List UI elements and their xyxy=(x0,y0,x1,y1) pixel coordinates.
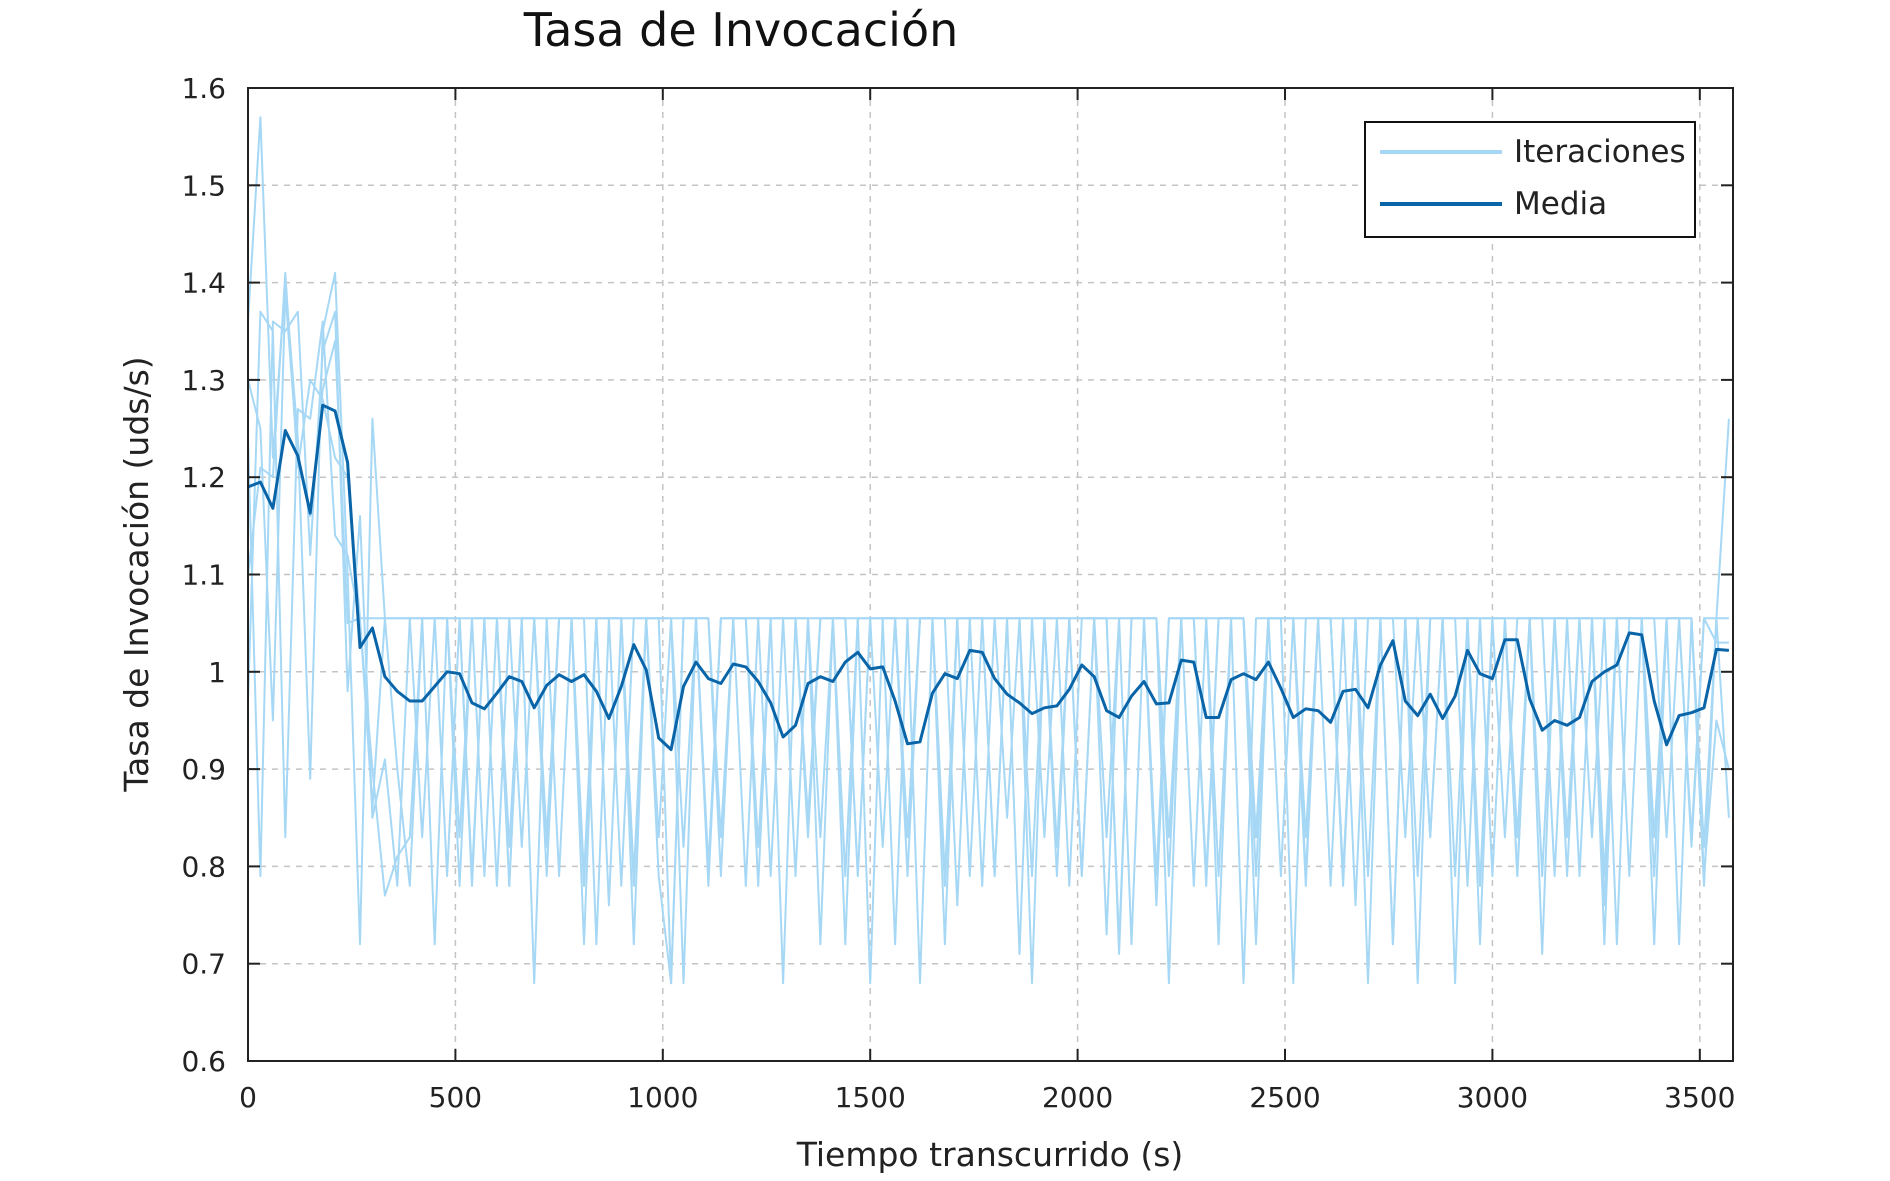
x-tick-label: 3000 xyxy=(1457,1081,1528,1114)
y-tick-label: 1.2 xyxy=(181,461,226,494)
y-axis-label: Tasa de Invocación (uds/s) xyxy=(117,356,156,792)
legend: Iteraciones Media xyxy=(1364,121,1696,238)
x-tick-labels: 0 500 1000 1500 2000 2500 3000 3500 xyxy=(239,1081,1735,1114)
y-tick-label: 1 xyxy=(208,656,226,689)
iteration-line-4 xyxy=(247,271,1729,985)
legend-box xyxy=(1364,121,1696,238)
x-axis-label: Tiempo transcurrido (s) xyxy=(796,1135,1184,1174)
y-tick-label: 0.9 xyxy=(181,753,226,786)
x-tick-label: 2500 xyxy=(1249,1081,1320,1114)
y-tick-label: 1.1 xyxy=(181,559,226,592)
y-tick-labels: 0.6 0.7 0.8 0.9 1 1.1 1.2 1.3 1.4 1.5 1.6 xyxy=(181,72,226,1078)
x-tick-label: 3500 xyxy=(1664,1081,1735,1114)
legend-mean-label: Media xyxy=(1514,186,1607,222)
x-tick-label: 500 xyxy=(429,1081,482,1114)
x-tick-label: 1000 xyxy=(627,1081,698,1114)
y-tick-label: 0.8 xyxy=(181,850,226,883)
y-tick-label: 1.6 xyxy=(181,72,226,105)
y-tick-label: 0.7 xyxy=(181,948,226,981)
mean-series-group xyxy=(247,403,1730,752)
chart-title: Tasa de Invocación xyxy=(523,3,959,57)
y-tick-label: 0.6 xyxy=(181,1045,226,1078)
y-tick-label: 1.4 xyxy=(181,267,226,300)
mean-line xyxy=(247,403,1730,752)
axis-ticks xyxy=(247,87,1733,1062)
x-tick-label: 2000 xyxy=(1042,1081,1113,1114)
iteration-series-group xyxy=(247,116,1730,985)
x-tick-label: 1500 xyxy=(835,1081,906,1114)
y-tick-label: 1.5 xyxy=(181,169,226,202)
y-tick-label: 1.3 xyxy=(181,364,226,397)
iteration-line-5 xyxy=(247,291,1730,907)
legend-iterations-label: Iteraciones xyxy=(1514,134,1686,170)
x-tick-label: 0 xyxy=(239,1081,257,1114)
